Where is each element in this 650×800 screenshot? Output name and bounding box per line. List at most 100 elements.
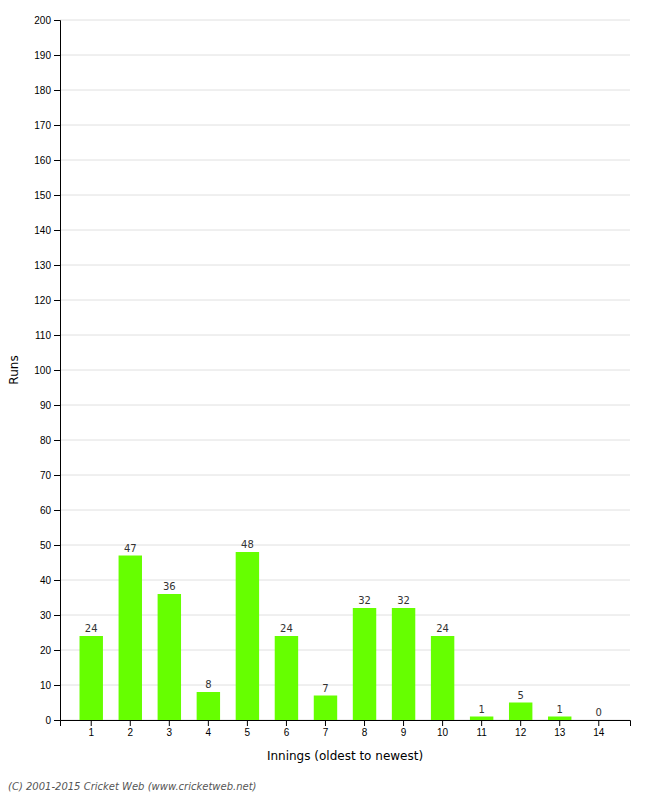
tick-label: 40	[40, 575, 52, 586]
tick: 140	[34, 225, 60, 236]
tick-label: 150	[34, 190, 51, 201]
tick-mark	[54, 265, 60, 266]
x-axis-title: Innings (oldest to newest)	[267, 749, 423, 763]
tick-mark	[54, 685, 60, 686]
tick: 70	[40, 470, 60, 481]
tick-label: 60	[40, 505, 52, 516]
tick-mark	[364, 720, 365, 726]
tick-label: 11	[476, 727, 487, 738]
bar	[548, 717, 571, 721]
grid-line	[60, 160, 630, 161]
tick-mark	[403, 720, 404, 726]
tick: 30	[40, 610, 60, 621]
data-labels: 2447368482473232241510	[85, 539, 602, 718]
x-axis: 1234567891011121314	[61, 720, 631, 738]
bar	[314, 696, 337, 721]
tick: 2	[127, 720, 133, 738]
tick: 120	[34, 295, 60, 306]
tick-label: 190	[34, 50, 51, 61]
tick: 6	[284, 720, 290, 738]
bar	[509, 703, 532, 721]
data-label: 32	[397, 595, 410, 606]
tick-label: 2	[127, 727, 133, 738]
tick-mark	[247, 720, 248, 726]
tick-label: 12	[515, 727, 527, 738]
tick: 8	[362, 720, 368, 738]
tick-label: 120	[34, 295, 51, 306]
tick-mark	[286, 720, 287, 726]
data-label: 32	[358, 595, 371, 606]
tick-label: 0	[45, 715, 51, 726]
data-label: 1	[478, 704, 484, 715]
tick-mark	[54, 20, 60, 21]
grid-line	[60, 615, 630, 616]
tick: 180	[34, 85, 60, 96]
data-label: 24	[436, 623, 449, 634]
tick-label: 6	[284, 727, 290, 738]
grid-line	[60, 510, 630, 511]
tick-mark	[54, 615, 60, 616]
tick-label: 30	[40, 610, 52, 621]
bar	[275, 636, 298, 720]
grid-line	[60, 230, 630, 231]
tick-mark	[54, 125, 60, 126]
tick: 160	[34, 155, 60, 166]
bar	[80, 636, 103, 720]
data-label: 7	[322, 683, 328, 694]
tick-mark	[54, 370, 60, 371]
tick-mark	[325, 720, 326, 726]
tick: 13	[554, 720, 566, 738]
tick-label: 1	[88, 727, 94, 738]
grid-line	[60, 405, 630, 406]
tick: 40	[40, 575, 60, 586]
grid-line	[60, 195, 630, 196]
grid-line	[60, 685, 630, 686]
bar	[587, 720, 610, 721]
tick-label: 4	[206, 727, 212, 738]
tick-label: 100	[34, 365, 51, 376]
tick-label: 7	[323, 727, 329, 738]
tick-label: 70	[40, 470, 52, 481]
tick-mark	[598, 720, 599, 726]
bar	[353, 608, 376, 720]
tick: 150	[34, 190, 60, 201]
data-label: 24	[280, 623, 293, 634]
tick-mark	[54, 440, 60, 441]
tick: 7	[323, 720, 329, 738]
tick-label: 140	[34, 225, 51, 236]
tick-mark	[54, 475, 60, 476]
bar	[158, 594, 181, 720]
tick-mark	[54, 510, 60, 511]
tick-mark	[54, 580, 60, 581]
tick-mark	[54, 160, 60, 161]
bar	[392, 608, 415, 720]
grid-line	[60, 545, 630, 546]
data-label: 1	[557, 704, 563, 715]
footer: (C) 2001-2015 Cricket Web (www.cricketwe…	[8, 781, 257, 792]
grid-line	[60, 650, 630, 651]
tick: 170	[34, 120, 60, 131]
tick-label: 13	[554, 727, 566, 738]
grid-line	[60, 20, 630, 21]
tick-label: 14	[593, 727, 605, 738]
tick-mark	[54, 405, 60, 406]
tick: 1	[88, 720, 94, 738]
tick: 9	[401, 720, 407, 738]
tick: 14	[593, 720, 605, 738]
tick: 130	[34, 260, 60, 271]
tick-mark	[130, 720, 131, 726]
tick-label: 90	[40, 400, 52, 411]
grid-line	[60, 370, 630, 371]
tick-mark	[169, 720, 170, 726]
data-label: 48	[241, 539, 254, 550]
bars	[80, 552, 572, 720]
bar	[470, 717, 493, 721]
tick-mark	[54, 90, 60, 91]
data-label: 8	[205, 679, 211, 690]
tick: 12	[515, 720, 527, 738]
axis-line	[61, 721, 631, 727]
data-label: 0	[596, 707, 602, 718]
tick-label: 50	[40, 540, 52, 551]
bar	[197, 692, 220, 720]
axis-line	[54, 21, 61, 721]
